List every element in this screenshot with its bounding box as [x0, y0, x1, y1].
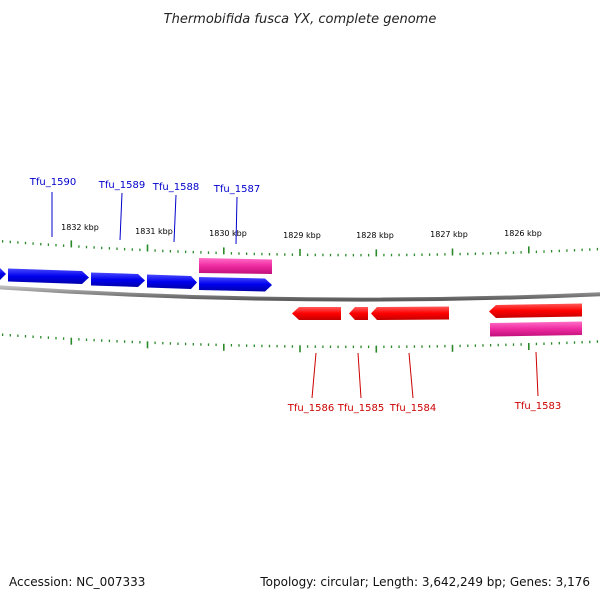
gene-tfu-1584[interactable]: [371, 306, 449, 321]
label-tfu-1586[interactable]: Tfu_1586: [287, 403, 334, 414]
reverse-scale-ticks: [1, 333, 599, 353]
label-tfu-1588[interactable]: Tfu_1588: [152, 182, 199, 193]
scale-label-1827: 1827 kbp: [430, 230, 468, 239]
gene-tfu-1585[interactable]: [349, 307, 368, 320]
forward-scale-ticks: [1, 240, 599, 257]
gene-tfu-1588[interactable]: [147, 274, 197, 290]
forward-genes: [0, 258, 272, 292]
genome-stats-text: Topology: circular; Length: 3,642,249 bp…: [259, 575, 590, 589]
highlight-gene-forward[interactable]: [199, 258, 272, 274]
label-tfu-1584[interactable]: Tfu_1584: [389, 403, 436, 414]
label-tfu-1587[interactable]: Tfu_1587: [213, 184, 260, 195]
forward-gene-labels: Tfu_1590 Tfu_1589 Tfu_1588 Tfu_1587: [29, 177, 260, 245]
scale-label-1831: 1831 kbp: [135, 227, 173, 236]
accession-text: Accession: NC_007333: [9, 575, 145, 589]
gene-tfu-1586[interactable]: [292, 307, 341, 320]
gene-tfu-1587[interactable]: [199, 277, 272, 292]
scale-labels: 1832 kbp 1831 kbp 1830 kbp 1829 kbp 1828…: [61, 223, 542, 240]
scale-label-1829: 1829 kbp: [283, 231, 321, 240]
genome-backbone: [0, 285, 600, 302]
leader-line-tfu-1587: [235, 196, 238, 245]
leader-line-tfu-1589: [119, 192, 123, 241]
forward-gene-partial[interactable]: [0, 268, 6, 280]
leader-line-tfu-1585: [357, 352, 362, 399]
highlight-gene-reverse[interactable]: [490, 321, 582, 337]
scale-label-1832: 1832 kbp: [61, 223, 99, 232]
scale-label-1828: 1828 kbp: [356, 231, 394, 240]
leader-line-tfu-1583: [535, 351, 539, 397]
leader-line-tfu-1588: [173, 194, 177, 243]
reverse-genes: [292, 303, 582, 337]
leader-line-tfu-1584: [408, 352, 414, 399]
label-tfu-1589[interactable]: Tfu_1589: [98, 180, 145, 191]
scale-label-1830: 1830 kbp: [209, 229, 247, 238]
label-tfu-1585[interactable]: Tfu_1585: [337, 403, 384, 414]
gene-tfu-1589[interactable]: [91, 272, 145, 288]
leader-line-tfu-1586: [311, 352, 317, 399]
gene-tfu-1590[interactable]: [8, 268, 89, 285]
scale-label-1826: 1826 kbp: [504, 229, 542, 238]
reverse-gene-labels: Tfu_1586 Tfu_1585 Tfu_1584 Tfu_1583: [287, 351, 561, 414]
genome-title: Thermobifida fusca YX, complete genome: [164, 12, 437, 27]
gene-tfu-1583[interactable]: [489, 303, 582, 319]
label-tfu-1583[interactable]: Tfu_1583: [514, 401, 561, 412]
label-tfu-1590[interactable]: Tfu_1590: [29, 177, 76, 188]
